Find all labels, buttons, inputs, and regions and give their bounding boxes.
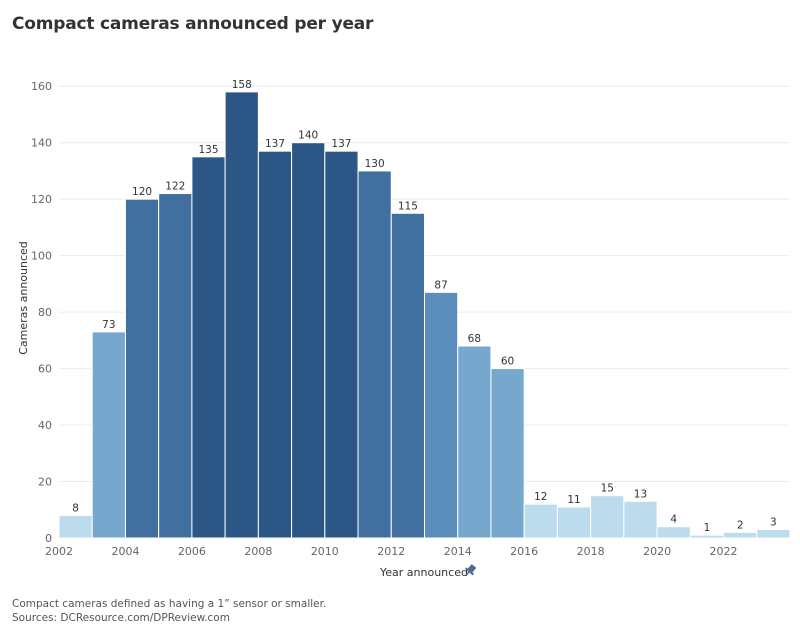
data-label: 12 xyxy=(534,491,547,503)
bar xyxy=(58,514,93,539)
data-label: 73 xyxy=(102,319,115,331)
data-label: 122 xyxy=(165,181,185,193)
x-tick-label: 2002 xyxy=(45,545,73,558)
data-label: 60 xyxy=(501,356,514,368)
bar xyxy=(124,198,160,539)
bar xyxy=(756,529,791,539)
data-label: 115 xyxy=(398,200,418,212)
x-tick-label: 2022 xyxy=(710,545,738,558)
bar xyxy=(424,291,459,539)
footnote-definition: Compact cameras defined as having a 1” s… xyxy=(12,598,327,610)
x-tick-label: 2004 xyxy=(111,545,139,558)
y-tick-label: 120 xyxy=(31,193,52,206)
data-label: 140 xyxy=(298,130,318,142)
data-label: 1 xyxy=(704,522,711,534)
data-label: 130 xyxy=(365,158,385,170)
y-tick-label: 100 xyxy=(31,250,52,263)
bar xyxy=(457,345,492,539)
y-tick-label: 40 xyxy=(38,419,52,432)
data-label: 3 xyxy=(770,517,777,529)
x-axis-title: Year announced xyxy=(379,566,468,579)
data-label: 120 xyxy=(132,186,152,198)
bar xyxy=(523,503,558,539)
x-tick-label: 2016 xyxy=(510,545,538,558)
data-label: 158 xyxy=(232,79,252,91)
data-label: 2 xyxy=(737,519,744,531)
x-tick-label: 2012 xyxy=(377,545,405,558)
footnote-sources: Sources: DCResource.com/DPReview.com xyxy=(12,612,230,624)
y-tick-label: 60 xyxy=(38,363,52,376)
y-tick-label: 20 xyxy=(38,476,52,489)
data-label: 15 xyxy=(601,483,614,495)
y-tick-label: 80 xyxy=(38,306,52,319)
x-tick-label: 2006 xyxy=(178,545,206,558)
y-tick-label: 160 xyxy=(31,80,52,93)
x-tick-label: 2014 xyxy=(444,545,472,558)
data-label: 11 xyxy=(567,494,580,506)
bar xyxy=(357,170,392,539)
bar xyxy=(291,142,326,539)
bar xyxy=(390,212,426,539)
data-label: 137 xyxy=(331,138,351,150)
bar xyxy=(723,531,758,539)
y-axis-title: Cameras announced xyxy=(17,241,30,355)
bar xyxy=(689,534,725,539)
x-tick-label: 2020 xyxy=(643,545,671,558)
bar xyxy=(224,91,259,539)
bar xyxy=(656,526,691,539)
bar xyxy=(490,368,525,539)
x-tick-label: 2018 xyxy=(577,545,605,558)
bar xyxy=(158,193,193,539)
data-label: 137 xyxy=(265,138,285,150)
data-label: 135 xyxy=(198,144,218,156)
data-label: 68 xyxy=(468,333,481,345)
y-tick-label: 140 xyxy=(31,137,52,150)
x-tick-label: 2010 xyxy=(311,545,339,558)
x-tick-label: 2008 xyxy=(244,545,272,558)
bar xyxy=(324,150,359,539)
chart-title: Compact cameras announced per year xyxy=(12,14,374,34)
bar xyxy=(191,156,226,539)
data-label: 8 xyxy=(72,502,79,514)
data-label: 13 xyxy=(634,488,647,500)
y-tick-label: 0 xyxy=(45,532,52,545)
bar xyxy=(91,331,126,539)
bar xyxy=(556,506,592,539)
bar xyxy=(623,500,658,539)
data-label: 87 xyxy=(434,279,447,291)
data-label: 4 xyxy=(670,514,677,526)
bar xyxy=(590,495,625,539)
pin-icon[interactable] xyxy=(462,563,478,579)
bar xyxy=(257,150,293,539)
